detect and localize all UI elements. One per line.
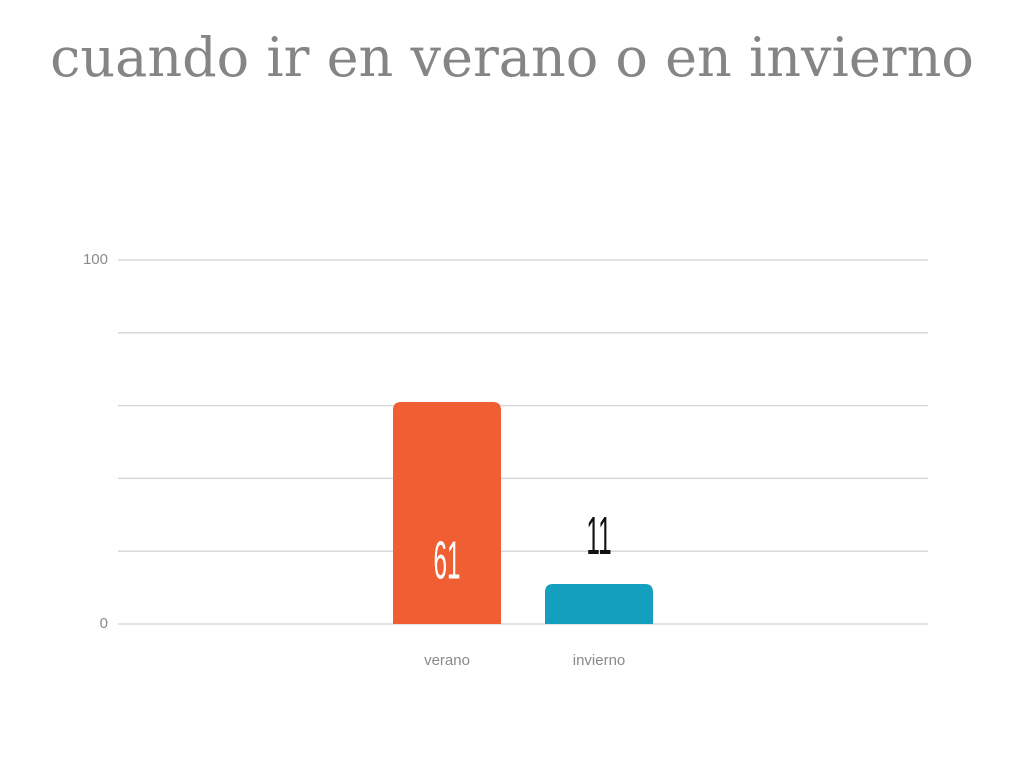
value-label: 61 [433, 529, 460, 590]
bar [545, 583, 653, 624]
y-tick-label: 100 [83, 251, 108, 268]
bar [393, 401, 501, 624]
value-label: 11 [586, 505, 611, 566]
x-tick-label: invierno [573, 652, 626, 669]
x-tick-label: verano [424, 652, 470, 669]
chart-title: cuando ir en verano o en invierno [50, 26, 974, 89]
y-tick-label: 0 [100, 615, 108, 632]
